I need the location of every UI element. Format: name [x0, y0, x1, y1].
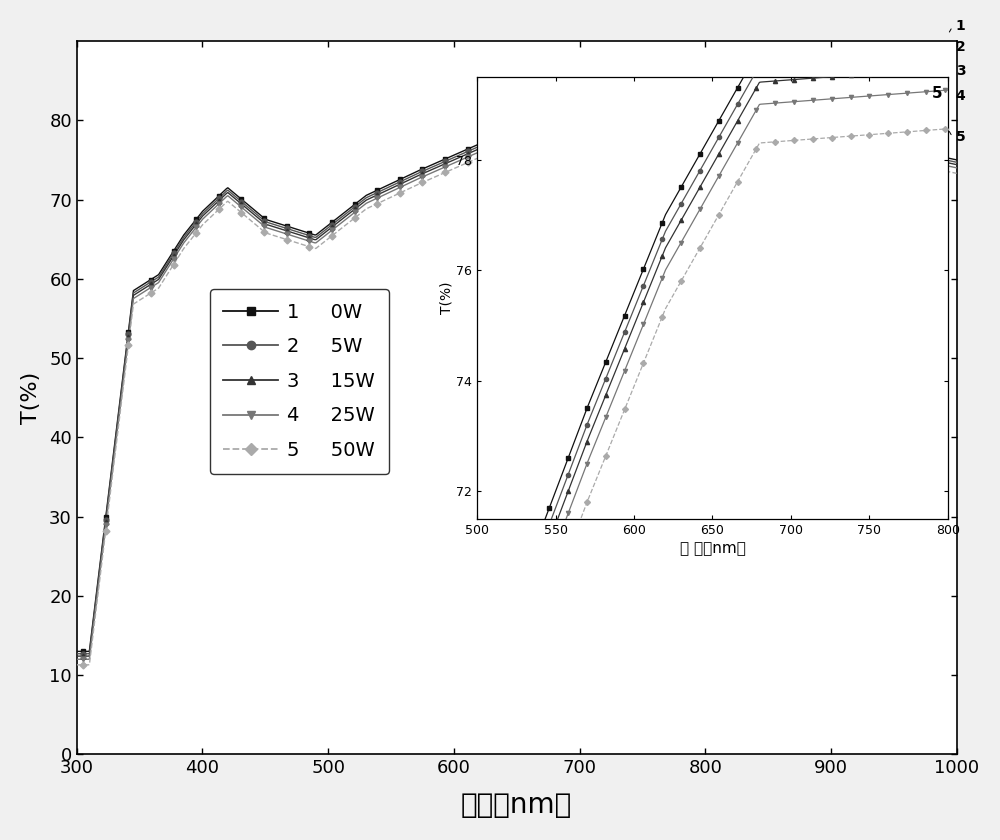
Legend: 1     0W, 2     5W, 3     15W, 4     25W, 5     50W: 1 0W, 2 5W, 3 15W, 4 25W, 5 50W [210, 289, 389, 474]
Y-axis label: T(%): T(%) [21, 371, 41, 424]
X-axis label: 波长（nm）: 波长（nm） [461, 791, 572, 819]
